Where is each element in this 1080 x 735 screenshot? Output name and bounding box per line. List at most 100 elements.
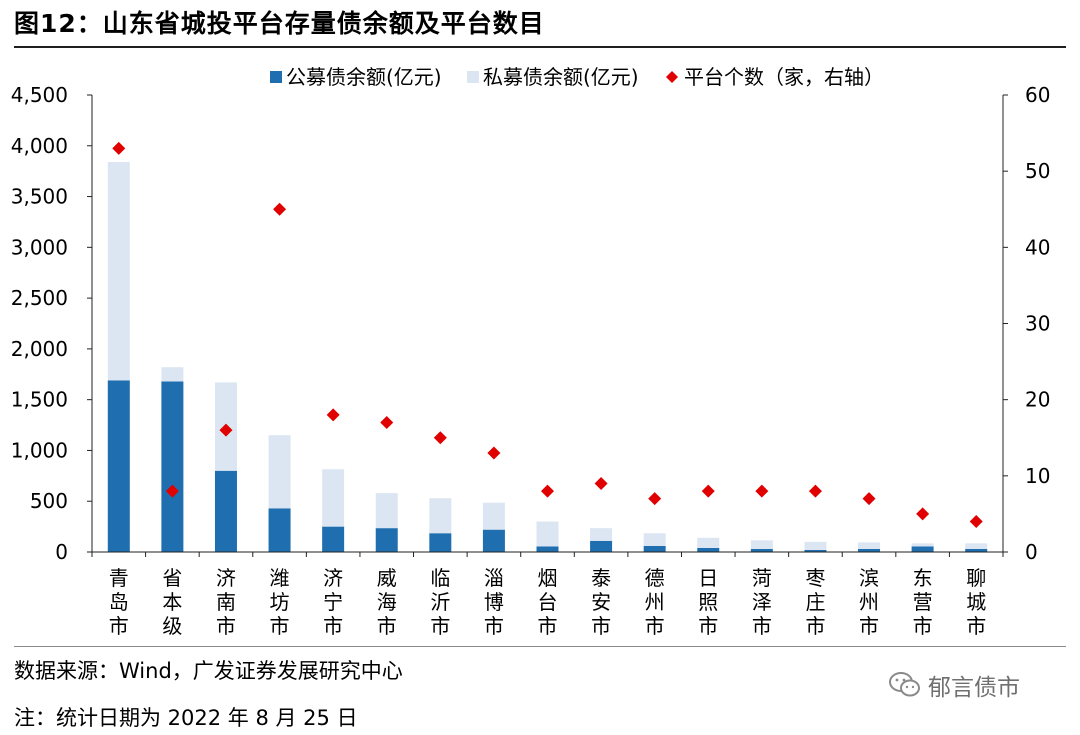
- count-point: [380, 416, 394, 430]
- bar-private: [268, 435, 291, 509]
- count-point: [165, 484, 179, 498]
- right-tick-label: 40: [1025, 235, 1050, 259]
- page-title: 图12：山东省城投平台存量债余额及平台数目: [14, 9, 545, 38]
- count-point: [112, 141, 126, 155]
- count-point: [916, 507, 930, 521]
- x-tick-label: 东营市: [913, 566, 933, 638]
- legend-swatch-private: [467, 71, 479, 83]
- x-tick-label: 济宁市: [323, 566, 343, 638]
- bar-private: [697, 537, 720, 548]
- bar-private: [322, 469, 345, 527]
- left-y-axis: 0 500 1,000 1,500 2,000 2,500 3,000 3,500 4,000 4…: [11, 83, 93, 564]
- bar-public: [429, 533, 452, 552]
- bar-public: [965, 548, 988, 552]
- legend-swatch-public: [270, 71, 282, 83]
- count-point: [433, 431, 447, 445]
- x-tick-label: 青岛市: [109, 566, 129, 638]
- bar-public: [107, 380, 130, 552]
- left-tick-label: 1,000: [11, 438, 68, 462]
- bar-public: [322, 526, 345, 552]
- x-tick-label: 泰安市: [591, 566, 611, 638]
- bar-private: [750, 540, 773, 549]
- count-point: [219, 423, 233, 437]
- left-tick-label: 2,000: [11, 337, 68, 361]
- title-divider: [14, 46, 1066, 48]
- watermark-text: 郁言债市: [928, 675, 1020, 701]
- count-point: [648, 492, 662, 506]
- bar-public: [643, 545, 666, 552]
- bar-private: [375, 493, 398, 529]
- x-tick-label: 烟台市: [538, 566, 558, 638]
- count-point: [541, 484, 554, 498]
- bar-public: [214, 470, 237, 552]
- bar-private: [429, 498, 452, 534]
- x-tick-label: 枣庄市: [805, 566, 825, 638]
- bar-public: [750, 548, 773, 552]
- bar-public: [482, 529, 505, 552]
- wechat-icon: [889, 672, 920, 697]
- legend-label-private: 私募债余额(亿元): [483, 65, 639, 89]
- right-tick-label: 30: [1025, 312, 1050, 336]
- x-tick-label: 济南市: [216, 566, 236, 638]
- count-point: [808, 484, 822, 498]
- x-tick-label: 潍坊市: [270, 566, 290, 638]
- bar-private: [161, 367, 184, 382]
- bar-public: [911, 546, 934, 552]
- bar-private: [107, 162, 130, 381]
- left-tick-label: 500: [30, 489, 68, 513]
- right-y-axis: 0 10 20 30 40 50 60: [1002, 83, 1050, 564]
- left-tick-label: 0: [55, 540, 68, 564]
- bar-private: [643, 533, 666, 546]
- x-tick-label: 淄博市: [484, 566, 504, 638]
- bar-private: [482, 502, 505, 530]
- right-tick-label: 10: [1025, 464, 1050, 488]
- bar-public: [536, 546, 559, 552]
- right-tick-label: 50: [1025, 159, 1050, 183]
- x-tick-label: 德州市: [645, 566, 665, 638]
- bar-public: [590, 540, 613, 552]
- bar-public: [375, 528, 398, 552]
- count-point: [969, 515, 983, 529]
- bar-private: [590, 528, 613, 541]
- bar-private: [536, 521, 559, 547]
- left-tick-label: 3,500: [11, 185, 68, 209]
- bar-public: [161, 381, 184, 552]
- bar-private: [965, 543, 988, 549]
- chart: 公募债余额(亿元) 私募债余额(亿元) 平台个数（家，右轴） 05001,0001,…: [11, 65, 1051, 638]
- x-tick-label: 威海市: [377, 566, 397, 638]
- legend-label-public: 公募债余额(亿元): [286, 65, 442, 89]
- left-tick-label: 2,500: [11, 286, 68, 310]
- bar-public: [804, 549, 827, 552]
- left-tick-label: 1,500: [11, 388, 68, 412]
- x-tick-label: 临沂市: [430, 566, 450, 638]
- bar-public: [268, 508, 291, 552]
- chart-legend: 公募债余额(亿元) 私募债余额(亿元) 平台个数（家，右轴）: [270, 65, 884, 89]
- x-axis: 青岛市 省本级 济南市 潍坊市 济宁市 威海市 临沂市 淄博市 烟台市 泰安市 德州市 日照市 菏泽市 枣…: [91, 551, 1004, 638]
- count-point: [273, 202, 287, 216]
- bar-private: [804, 541, 827, 550]
- count-point: [862, 492, 876, 506]
- x-tick-label: 聊城市: [966, 566, 986, 638]
- count-point: [487, 446, 501, 460]
- source-text: 数据来源：Wind，广发证券发展研究中心: [14, 659, 403, 683]
- bar-private: [911, 543, 934, 547]
- x-tick-label: 日照市: [698, 566, 718, 638]
- count-point: [701, 484, 715, 498]
- watermark: 郁言债市: [888, 668, 1020, 702]
- left-tick-label: 4,500: [11, 83, 68, 107]
- count-point: [326, 408, 340, 422]
- bar-series: [107, 162, 988, 552]
- footer-divider: [14, 646, 1066, 647]
- count-series: [112, 141, 983, 529]
- right-tick-label: 20: [1025, 388, 1050, 412]
- count-point: [594, 476, 608, 490]
- bar-public: [858, 548, 881, 552]
- x-tick-label: 省本级: [162, 566, 182, 638]
- bar-public: [697, 547, 720, 552]
- x-tick-label: 菏泽市: [752, 566, 772, 638]
- note-text: 注：统计日期为 2022 年 8 月 25 日: [14, 706, 358, 730]
- legend-swatch-count: [666, 71, 678, 83]
- left-tick-label: 3,000: [11, 235, 68, 259]
- x-tick-label: 滨州市: [859, 566, 879, 638]
- bar-private: [858, 542, 881, 549]
